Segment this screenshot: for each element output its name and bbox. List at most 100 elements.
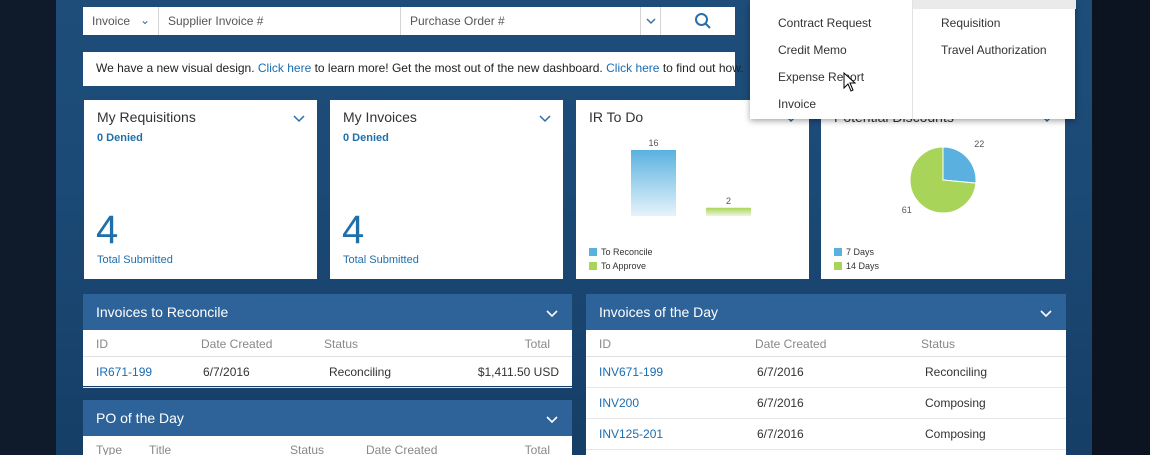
table-row[interactable]: IR671-199 6/7/2016 Reconciling $1,411.50… <box>83 357 572 388</box>
chevron-down-icon[interactable] <box>546 307 558 319</box>
denied-count[interactable]: 0 Denied <box>97 132 143 144</box>
table-row[interactable]: INV125-201 6/7/2016 Composing <box>586 419 1066 450</box>
my-invoices-tile[interactable]: My Invoices 0 Denied 4 Total Submitted <box>330 100 563 279</box>
learn-more-link[interactable]: Click here <box>257 61 312 75</box>
search-icon <box>694 13 711 29</box>
legend-swatch <box>589 262 597 270</box>
row-status: Composing <box>925 427 986 441</box>
supplier-invoice-input[interactable]: Supplier Invoice # <box>159 7 401 35</box>
legend-swatch <box>589 248 597 256</box>
invoices-to-reconcile-panel: Invoices to Reconcile ID Date Created St… <box>83 294 572 388</box>
bar-value-label: 16 <box>648 138 658 148</box>
banner-text-1: We have a new visual design. <box>96 61 255 75</box>
search-button[interactable] <box>661 7 735 35</box>
legend-item: 7 Days <box>834 247 874 257</box>
purchase-order-dropdown[interactable] <box>641 7 661 35</box>
column-header[interactable]: ID <box>599 337 611 351</box>
bar-to-reconcile <box>631 150 676 216</box>
pie-value-label: 61 <box>902 205 912 215</box>
pie-slice-14-days <box>909 146 977 214</box>
tile-title: My Invoices <box>343 109 417 125</box>
row-id-link[interactable]: INV671-199 <box>599 365 664 379</box>
row-total: $1,411.50 USD <box>477 365 559 379</box>
chevron-down-icon[interactable] <box>546 413 558 425</box>
column-header[interactable]: Total <box>524 443 550 455</box>
menu-item-expense-report[interactable]: Expense Report <box>778 70 865 84</box>
total-submitted-label: Total Submitted <box>97 254 173 266</box>
column-header[interactable]: Date Created <box>755 337 827 351</box>
column-header[interactable]: Title <box>149 443 172 455</box>
table-header: ID Date Created Status <box>586 330 1066 357</box>
banner-text-2: to learn more! Get the most out of the n… <box>314 61 603 75</box>
document-type-value: Invoice <box>92 14 131 28</box>
invoices-of-the-day-panel: Invoices of the Day ID Date Created Stat… <box>586 294 1066 455</box>
legend-label: 14 Days <box>846 261 880 271</box>
banner-text-3: to find out how. <box>662 61 744 75</box>
total-submitted-number: 4 <box>342 208 365 252</box>
legend-label: To Reconcile <box>601 247 653 257</box>
row-id-link[interactable]: INV200 <box>599 396 640 410</box>
panel-title: Invoices of the Day <box>599 304 719 320</box>
row-status: Composing <box>925 396 986 410</box>
menu-item-requisition[interactable]: Requisition <box>941 16 1001 30</box>
pie-value-label: 22 <box>974 139 984 149</box>
ir-to-do-tile[interactable]: IR To Do 16 2 To Reconcile To Approve <box>576 100 809 279</box>
row-date: 6/7/2016 <box>757 396 804 410</box>
row-status: Reconciling <box>329 365 392 379</box>
chevron-down-icon[interactable] <box>293 112 305 124</box>
row-id-link[interactable]: IR671-199 <box>96 365 153 379</box>
column-header[interactable]: Status <box>290 443 325 455</box>
bar-to-approve <box>706 207 751 216</box>
row-date: 6/7/2016 <box>757 427 804 441</box>
table-header: ID Date Created Status Total <box>83 330 572 357</box>
legend-item: To Reconcile <box>589 247 653 257</box>
panel-title: Invoices to Reconcile <box>96 304 229 320</box>
legend-swatch <box>834 248 842 256</box>
menu-item-highlight <box>913 0 1076 9</box>
purchase-order-input[interactable]: Purchase Order # <box>401 7 641 35</box>
legend-item: To Approve <box>589 261 646 271</box>
chevron-down-icon[interactable] <box>539 112 551 124</box>
panel-header[interactable]: Invoices to Reconcile <box>83 294 572 330</box>
panel-header[interactable]: Invoices of the Day <box>586 294 1066 330</box>
find-out-link[interactable]: Click here <box>606 61 660 75</box>
legend-label: 7 Days <box>846 247 875 257</box>
column-header[interactable]: Date Created <box>201 337 273 351</box>
document-type-select[interactable]: Invoice ⌄ <box>83 7 159 35</box>
discounts-pie-chart: 22 61 <box>902 139 985 215</box>
column-header[interactable]: Status <box>324 337 359 351</box>
column-header[interactable]: Status <box>921 337 956 351</box>
total-submitted-label: Total Submitted <box>343 254 419 266</box>
chevron-down-icon <box>646 18 656 25</box>
total-submitted-number: 4 <box>96 208 119 252</box>
row-date: 6/7/2016 <box>203 365 250 379</box>
menu-column: Requisition Travel Authorization <box>912 0 1076 119</box>
tile-title: My Requisitions <box>97 109 196 125</box>
table-row[interactable]: INV200 6/7/2016 Composing <box>586 388 1066 419</box>
notification-banner: We have a new visual design. Click here … <box>83 52 744 86</box>
panel-title: PO of the Day <box>96 410 184 426</box>
create-document-menu: Contract Request Credit Memo Expense Rep… <box>750 0 1076 119</box>
table-row[interactable]: INV671-199 6/7/2016 Reconciling <box>586 357 1066 388</box>
row-id-link[interactable]: INV125-201 <box>599 427 664 441</box>
panel-header[interactable]: PO of the Day <box>83 400 572 436</box>
column-header[interactable]: Type <box>96 443 123 455</box>
menu-item-contract-request[interactable]: Contract Request <box>778 16 872 30</box>
table-header: Type Title Status Date Created Total <box>83 436 572 455</box>
legend-label: To Approve <box>601 261 647 271</box>
denied-count[interactable]: 0 Denied <box>343 132 389 144</box>
purchase-order-placeholder: Purchase Order # <box>410 14 505 28</box>
column-header[interactable]: Total <box>524 337 550 351</box>
my-requisitions-tile[interactable]: My Requisitions 0 Denied 4 Total Submitt… <box>84 100 317 279</box>
column-header[interactable]: ID <box>96 337 108 351</box>
chevron-down-icon[interactable] <box>1040 307 1052 319</box>
menu-item-credit-memo[interactable]: Credit Memo <box>778 43 847 57</box>
bar-value-label: 2 <box>726 196 731 206</box>
menu-item-travel-authorization[interactable]: Travel Authorization <box>941 43 1047 57</box>
chevron-down-icon: ⌄ <box>139 13 150 27</box>
pie-slice-7-days <box>942 146 977 184</box>
column-header[interactable]: Date Created <box>366 443 438 455</box>
legend-swatch <box>834 262 842 270</box>
menu-item-invoice[interactable]: Invoice <box>778 97 817 111</box>
